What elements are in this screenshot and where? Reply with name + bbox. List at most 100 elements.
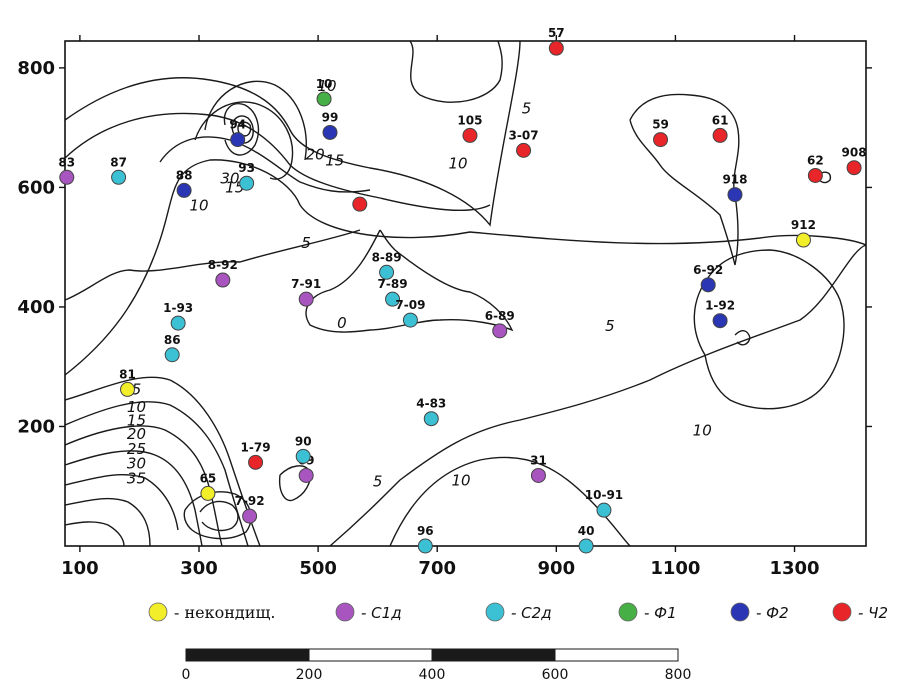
legend-label: - некондищ. [174, 603, 275, 622]
well-marker [176, 182, 192, 198]
well-label: 908 [842, 146, 867, 160]
contour-line [194, 101, 294, 180]
contour-line [64, 112, 491, 212]
contour-line [409, 40, 503, 103]
well-marker [462, 127, 478, 143]
well-label: 40 [578, 524, 595, 538]
x-tick-label: 1300 [769, 558, 819, 579]
well-marker [248, 454, 264, 470]
well-label: 62 [807, 153, 824, 167]
scale-segment [554, 648, 679, 662]
scale-bar: 0 200 400 600 800 [182, 648, 691, 683]
x-tick-label: 100 [61, 558, 99, 579]
contour-line [389, 456, 631, 547]
well-marker [417, 538, 433, 554]
contour-line [64, 401, 249, 547]
legend-swatch [730, 602, 750, 622]
contour-line [64, 473, 179, 531]
x-tick-label: 900 [538, 558, 576, 579]
well-marker [712, 127, 728, 143]
well-marker [795, 232, 811, 248]
scale-label: 600 [542, 667, 569, 683]
contour-line [64, 521, 125, 547]
well-label: 86 [164, 333, 181, 347]
legend-swatch [485, 602, 505, 622]
well-marker [548, 40, 564, 56]
contour-value-label: 5 [605, 317, 615, 335]
well-label: 61 [712, 113, 729, 127]
contour-line [237, 121, 252, 137]
contour-line [183, 491, 252, 540]
contour-line [64, 450, 203, 547]
y-tick-label: 600 [17, 177, 55, 198]
well-marker [120, 381, 136, 397]
well-marker [385, 291, 401, 307]
contour-line [629, 93, 740, 266]
contour-value-label: 10 [189, 196, 208, 214]
legend-label: - Ф1 [644, 604, 677, 622]
well-marker [653, 132, 669, 148]
well-label: 59 [652, 118, 669, 132]
contour-value-label: 5 [373, 472, 383, 490]
well-marker [170, 315, 186, 331]
scale-segment [308, 648, 433, 662]
contour-value-label: 30 [127, 455, 146, 473]
contour-value-label: 10 [693, 422, 712, 440]
contour-value-label: 10 [317, 77, 336, 95]
well-label: 10-91 [585, 488, 623, 502]
well-label: 4-83 [416, 397, 446, 411]
legend-swatch [335, 602, 355, 622]
well-label: 90 [295, 434, 312, 448]
well-marker [316, 91, 332, 107]
well-marker [712, 313, 728, 329]
y-tick-label: 200 [17, 416, 55, 437]
well-marker [164, 347, 180, 363]
contour-value-label: 25 [127, 440, 146, 458]
well-marker [846, 160, 862, 176]
plot-frame [64, 40, 867, 547]
well-label: 83 [58, 155, 75, 169]
well-marker [379, 264, 395, 280]
well-label: 81 [119, 367, 136, 381]
contour-line [329, 244, 867, 547]
contour-value-label: 15 [325, 152, 344, 170]
well-marker [578, 538, 594, 554]
well-marker [700, 277, 716, 293]
well-label: 6-89 [485, 309, 515, 323]
legend-swatch [618, 602, 638, 622]
well-label: 7-09 [395, 298, 425, 312]
well-marker [111, 169, 127, 185]
contour-line [64, 159, 867, 376]
contour-value-label: 35 [127, 469, 146, 487]
contour-value-label: 5 [522, 100, 532, 118]
well-label: 105 [457, 113, 482, 127]
contour-line [64, 497, 151, 547]
well-label: 94 [229, 118, 246, 132]
contour-value-label: 0 [337, 314, 347, 332]
well-label: 1-92 [705, 299, 735, 313]
well-label: 912 [791, 218, 816, 232]
well-label: 96 [417, 524, 434, 538]
well-marker [352, 196, 368, 212]
well-marker [322, 124, 338, 140]
x-tick-label: 300 [180, 558, 218, 579]
legend: - некондищ. - С1д - С2д - Ф1 - Ф2 - Ч2 [148, 602, 888, 622]
scale-label: 200 [296, 667, 323, 683]
x-tick-label: 500 [299, 558, 337, 579]
wells: 8165912838-927-916-89697-923187938-897-8… [58, 26, 867, 554]
contour-line [64, 425, 223, 547]
well-label: 3-07 [509, 128, 539, 142]
contour-value-label: 20 [127, 425, 146, 443]
x-tick-label: 1100 [650, 558, 700, 579]
contour-line [204, 80, 307, 161]
legend-label: - С2д [511, 604, 552, 622]
well-label: 88 [176, 168, 193, 182]
well-marker [530, 467, 546, 483]
contour-line [693, 249, 845, 410]
contour-value-label: 10 [449, 155, 468, 173]
legend-swatch [832, 602, 852, 622]
y-tick-label: 800 [17, 58, 55, 79]
well-label: 7-89 [378, 277, 408, 291]
